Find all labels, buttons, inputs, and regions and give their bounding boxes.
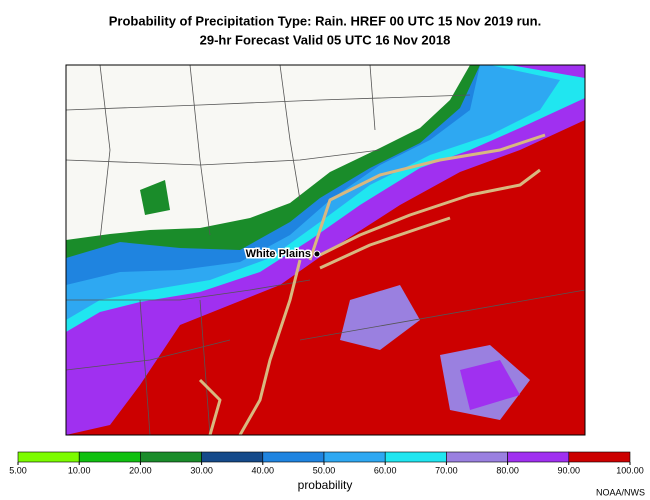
colorbar: 5.00 10.00 20.00 30.00 40.00 50.00 60.00 70.00 8… <box>9 451 644 475</box>
place-label: White Plains <box>246 248 311 260</box>
colorbar-tick-label: 80.00 <box>496 465 519 475</box>
colorbar-tick-label: 50.00 <box>313 465 336 475</box>
colorbar-segment <box>201 451 264 463</box>
colorbar-segment <box>323 451 386 463</box>
colorbar-tick-label: 30.00 <box>190 465 213 475</box>
colorbar-segment <box>568 451 631 463</box>
title-line: Probability of Precipitation Type: Rain.… <box>109 13 541 28</box>
colorbar-tick-label: 100.00 <box>616 465 644 475</box>
colorbar-tick-label: 5.00 <box>9 465 27 475</box>
title-line: 29-hr Forecast Valid 05 UTC 16 Nov 2018 <box>200 32 451 47</box>
colorbar-tick-label: 60.00 <box>374 465 397 475</box>
credit: NOAA/NWS <box>596 487 645 497</box>
colorbar-segment <box>262 451 325 463</box>
colorbar-tick-label: 20.00 <box>129 465 152 475</box>
colorbar-tick-label: 10.00 <box>68 465 91 475</box>
colorbar-segment <box>507 451 570 463</box>
colorbar-segment <box>78 451 141 463</box>
colorbar-tick-label: 70.00 <box>435 465 458 475</box>
colorbar-tick-label: 90.00 <box>558 465 581 475</box>
colorbar-segment <box>17 451 80 463</box>
colorbar-tick-label: 40.00 <box>252 465 275 475</box>
colorbar-segment <box>384 451 447 463</box>
colorbar-label: probability <box>298 478 353 492</box>
colorbar-segment <box>446 451 508 463</box>
colorbar-segment <box>140 451 202 463</box>
map: White Plains <box>66 65 585 435</box>
